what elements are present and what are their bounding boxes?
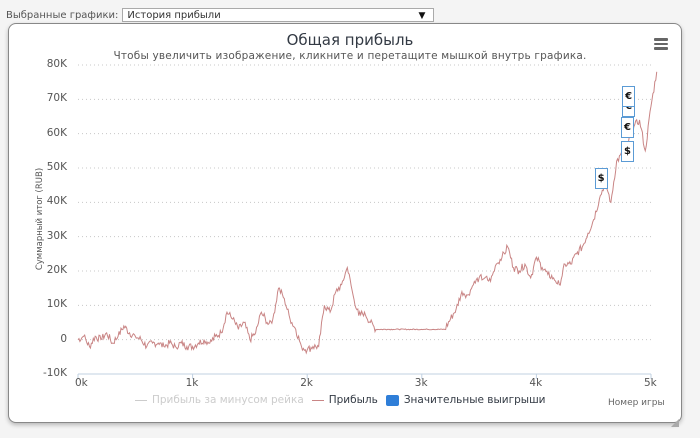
chart-legend: Прибыль за минусом рейка Прибыль Значите…: [135, 394, 554, 406]
x-tick-label: 2k: [300, 377, 313, 389]
big-win-flag[interactable]: €: [620, 116, 634, 138]
resize-handle-icon[interactable]: [671, 412, 679, 427]
y-tick-label: 50K: [46, 161, 67, 173]
chart-select-dropdown[interactable]: История прибыли ▼: [122, 8, 435, 22]
y-axis-title: Суммарный итог (RUB): [35, 167, 45, 271]
legend-line-icon: [311, 399, 324, 401]
chart-frame: [8, 23, 682, 427]
legend-item-profit[interactable]: Прибыль: [311, 394, 378, 406]
y-tick-label: 0: [60, 332, 67, 345]
legend-line-icon: [135, 399, 147, 401]
selected-value: История прибыли: [127, 10, 221, 21]
y-tick-label: 60K: [46, 126, 67, 139]
x-tick-label: 5k: [644, 377, 657, 389]
chart-title: Общая прибыль: [286, 31, 414, 49]
y-tick-label: 80K: [46, 58, 67, 70]
y-tick-label: 20K: [46, 264, 67, 276]
x-tick-label: 0k: [75, 377, 88, 389]
y-tick-label: 30K: [46, 229, 67, 242]
big-win-flag[interactable]: $: [594, 168, 608, 190]
y-tick-label: -10K: [42, 367, 67, 379]
chart-subtitle: Чтобы увеличить изображение, кликните и …: [113, 50, 587, 62]
x-tick-label: 4k: [529, 377, 543, 389]
big-win-flag[interactable]: €: [622, 85, 636, 107]
y-tick-label: 40K: [46, 195, 67, 208]
profit-line[interactable]: [77, 71, 658, 355]
x-tick-label: 1k: [185, 377, 199, 389]
y-tick-label: 70K: [46, 92, 67, 105]
x-tick-label: 3k: [414, 377, 428, 389]
y-tick-label: 10K: [46, 298, 67, 311]
legend-square-icon: [385, 394, 399, 406]
hamburger-menu-icon[interactable]: [654, 38, 668, 50]
big-win-flag[interactable]: $: [620, 140, 634, 162]
selector-label: Выбранные графики:: [6, 9, 119, 21]
x-axis-title: Номер игры: [608, 398, 665, 408]
legend-item-net-profit[interactable]: Прибыль за минусом рейка: [135, 394, 304, 406]
dropdown-arrow-icon: ▼: [418, 11, 426, 21]
chart-selector-bar: Выбранные графики: История прибыли ▼: [6, 7, 435, 23]
legend-item-big-wins[interactable]: Значительные выигрыши: [385, 394, 546, 406]
